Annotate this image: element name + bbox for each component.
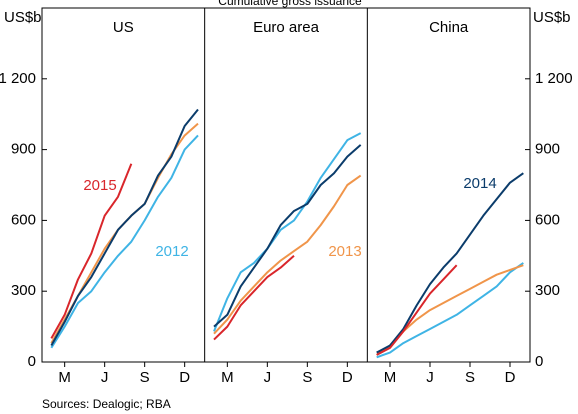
series-label: 2013 (328, 243, 361, 260)
panel-title: China (429, 19, 469, 36)
y-tick-label-right: 900 (535, 141, 560, 158)
series-line (50, 108, 199, 346)
y-tick-label-right: 1 200 (535, 70, 573, 87)
x-tick-label: S (140, 369, 150, 386)
series-line (50, 163, 133, 339)
y-tick-label: 1 200 (0, 70, 36, 87)
x-tick-label: D (505, 369, 516, 386)
x-tick-label: S (465, 369, 475, 386)
series-label: 2014 (463, 175, 496, 192)
y-tick-label-right: 300 (535, 282, 560, 299)
y-tick-label: 300 (11, 282, 36, 299)
series-line (213, 174, 362, 335)
series-label: 2012 (155, 243, 188, 260)
y-tick-label-right: 600 (535, 211, 560, 228)
x-tick-label: J (264, 369, 272, 386)
x-tick-label: D (179, 369, 190, 386)
series-line (376, 262, 524, 359)
series-line (50, 134, 199, 349)
series-line (213, 132, 362, 332)
plot-frame (41, 7, 531, 363)
series-line (376, 264, 458, 356)
x-tick-label: J (101, 369, 109, 386)
source: Sources: Dealogic; RBA (42, 397, 171, 411)
y-axis-label: US$b (4, 9, 42, 26)
x-tick-label: M (384, 369, 397, 386)
x-tick-label: S (302, 369, 312, 386)
x-tick-label: D (342, 369, 353, 386)
y-tick-label: 900 (11, 141, 36, 158)
y-axis-label-right: US$b (533, 9, 571, 26)
series-label: 2015 (83, 177, 116, 194)
x-tick-label: M (58, 369, 71, 386)
x-tick-label: J (426, 369, 434, 386)
series-line (213, 255, 295, 341)
panel-title: Euro area (253, 19, 320, 36)
y-tick-label: 0 (28, 353, 36, 370)
x-tick-label: M (221, 369, 234, 386)
panel-title: US (113, 19, 134, 36)
series-line (213, 144, 362, 328)
series-line (376, 264, 524, 356)
chart-title: Cumulative gross issuance (218, 0, 362, 8)
y-tick-label-right: 0 (535, 353, 543, 370)
series-line (376, 172, 524, 354)
y-tick-label: 600 (11, 211, 36, 228)
